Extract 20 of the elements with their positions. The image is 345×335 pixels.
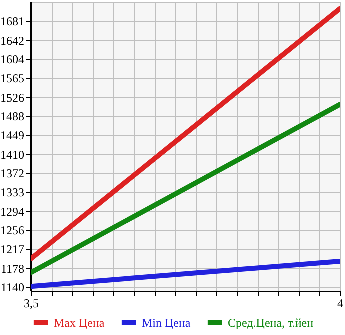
y-tick-label: 1488 <box>0 110 24 124</box>
y-tick-label: 1410 <box>0 148 24 162</box>
y-tick-label: 1681 <box>0 14 24 29</box>
y-tick-label: 1604 <box>0 52 24 67</box>
y-tick-label: 1178 <box>0 262 24 276</box>
y-tick-label: 1565 <box>0 72 24 86</box>
y-tick-label: 1526 <box>0 90 24 105</box>
y-tick-label: 1140 <box>0 280 24 295</box>
x-tick-label: 3,5 <box>24 296 39 310</box>
legend-label: Сред.Цена, т.йен <box>228 316 314 330</box>
x-tick-label: 4 <box>338 296 344 310</box>
y-tick-label: 1642 <box>0 34 24 48</box>
y-tick-label: 1333 <box>0 186 24 200</box>
legend-label: Max Цена <box>54 316 106 330</box>
y-tick-label: 1217 <box>0 242 24 257</box>
y-tick-label: 1449 <box>0 128 24 143</box>
y-tick-label: 1294 <box>0 204 24 219</box>
y-tick-label: 1372 <box>0 166 24 181</box>
legend-label: Min Цена <box>142 316 192 330</box>
y-tick-label: 1256 <box>0 224 24 238</box>
